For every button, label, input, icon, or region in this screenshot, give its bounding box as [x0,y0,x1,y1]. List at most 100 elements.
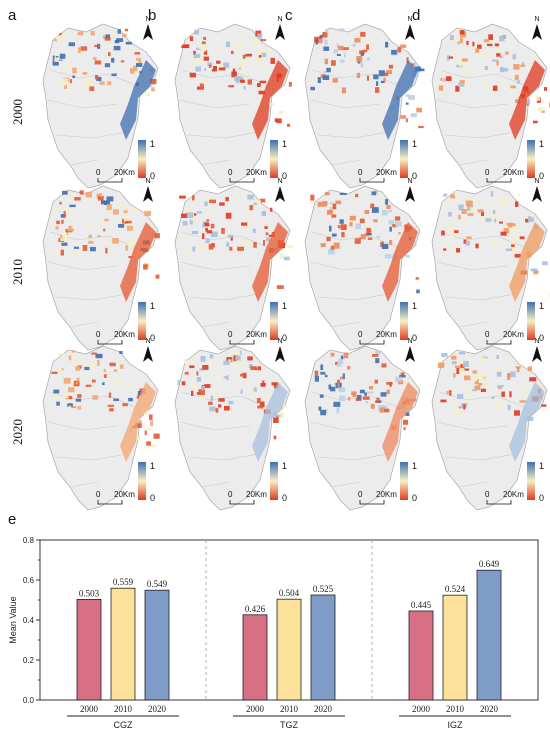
map-patch [96,76,102,82]
map-patch [492,59,499,62]
map-patch [204,384,211,388]
bar-CGZ-2020 [144,589,170,701]
map-patch [191,383,197,388]
map-patch [218,67,226,71]
map-patch [446,391,450,394]
map-patch [61,242,68,246]
coast-strip [120,60,156,140]
map-patch [475,243,479,249]
bar-IGZ-2000 [408,610,434,701]
legend-max: 1 [150,461,155,471]
map-patch [101,200,107,205]
map-patch [457,367,464,373]
map-patch [104,37,111,41]
map-patch [360,62,364,68]
map-patch [204,68,207,71]
bar-data-label: 0.559 [113,577,134,587]
map-patch [455,409,463,414]
map-patch [491,241,497,247]
scale-distance: 20Km [376,168,397,177]
map-patch [376,235,381,238]
map-patch [378,70,385,77]
color-legend: 10 [527,461,544,503]
map-patch [241,222,248,226]
map-patch [406,57,409,64]
map-patch [58,368,63,373]
map-patch [416,289,420,294]
scale-distance: 20Km [376,490,397,499]
map-patch [186,212,194,218]
map-patch [392,224,397,228]
map-patch [331,233,337,237]
x-category-label: 2000 [246,704,265,714]
color-legend: 10 [270,139,287,181]
map-patch [221,228,225,234]
north-label: N [534,16,539,23]
map-patch [92,395,99,400]
map-patch [251,392,256,396]
map-patch [470,207,476,213]
map-patch [446,200,452,204]
map-patch [448,212,452,217]
map-patch [61,219,64,224]
map-patch [111,73,117,76]
north-label: N [145,16,150,23]
map-patch [535,96,541,101]
map-patch [103,374,107,378]
map-patch [338,45,344,51]
map-patch [383,408,390,413]
scale-distance: 20Km [114,330,135,339]
scale-bar: 0 20Km [228,490,267,505]
map-patch [416,107,422,113]
map-patch [523,391,530,395]
map-patch [415,66,421,72]
map-patch [364,392,367,396]
map-patch [314,370,319,376]
map-patch [97,235,101,238]
map-patch [89,246,96,252]
map-patch [339,219,344,224]
map-patch [347,365,351,370]
map-patch [253,202,257,205]
map-patch [376,81,379,86]
map-patch [512,54,516,60]
map-patch [54,57,59,62]
map-patch [69,204,76,208]
map-patch [243,85,246,90]
map-patch [76,377,80,382]
map-patch [189,219,193,225]
panel-label-d: d [412,7,420,24]
map-patch [59,32,62,36]
map-patch [202,80,209,84]
map-patch [196,377,202,382]
map-patch [60,249,64,256]
map-patch [84,366,90,371]
scale-zero: 0 [485,490,490,499]
color-legend: 10 [400,301,417,343]
map-patch [399,375,406,378]
map-patch [209,354,214,359]
map-patch [400,115,407,119]
map-patch [208,401,213,405]
map-patch [231,71,237,78]
legend-max: 1 [282,461,287,471]
map-patch [529,377,537,382]
map-patch [199,44,206,49]
map-patch [201,41,206,45]
map-patch [360,52,364,56]
map-patch [322,75,330,80]
map-patch [415,277,419,280]
north-label: N [407,16,412,23]
map-patch [63,211,66,217]
bar-TGZ-2010 [276,598,302,701]
map-patch [72,75,76,79]
map-patch [458,204,464,211]
map-patch [207,62,213,66]
map-patch [208,64,212,68]
north-arrow-icon: N [532,178,542,202]
map-patch [339,193,347,195]
map-patch [375,350,381,355]
